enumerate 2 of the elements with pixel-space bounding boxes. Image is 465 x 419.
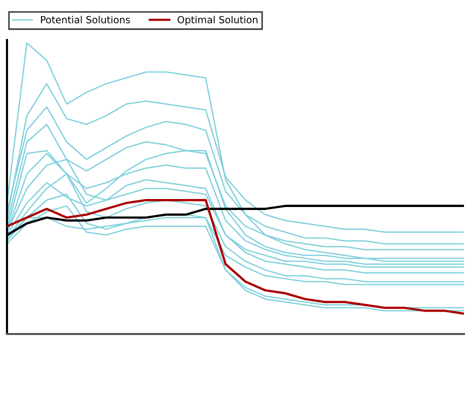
legend-label: Optimal Solution <box>178 16 258 26</box>
legend-label: Potential Solutions <box>41 16 130 24</box>
